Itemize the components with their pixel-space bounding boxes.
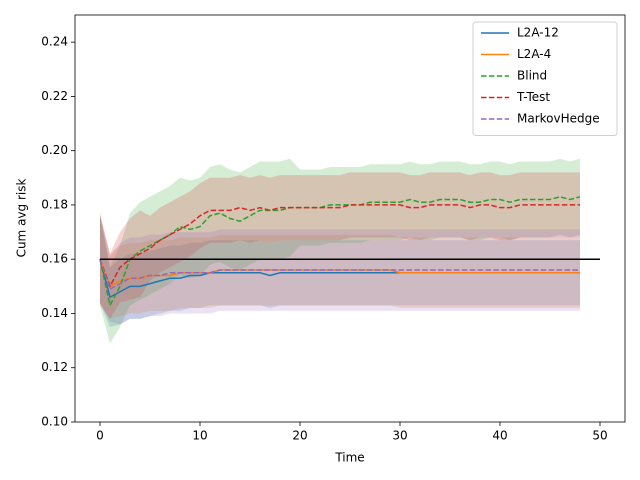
confidence-band [100, 215, 580, 319]
series-line [99, 204, 580, 289]
confidence-band [100, 172, 580, 319]
x-tick-label: 20 [292, 429, 307, 443]
y-tick-label: 0.18 [41, 197, 68, 211]
confidence-band [100, 158, 580, 344]
plot-frame [74, 14, 626, 423]
legend-label: L2A-4 [517, 47, 551, 61]
x-tick-label: 30 [392, 429, 407, 443]
y-axis-label: Cum avg risk [15, 179, 29, 258]
legend-box [472, 21, 618, 136]
y-tick-label: 0.20 [41, 143, 68, 157]
x-axis-label: Time [334, 451, 364, 465]
y-tick-label: 0.16 [41, 252, 68, 266]
y-tick-label: 0.22 [41, 89, 68, 103]
series-line [99, 258, 580, 291]
legend: L2A-12 L2A-4 Blind T-Test MarkovHedge [472, 21, 618, 136]
y-tick-label: 0.24 [41, 35, 68, 49]
confidence-band [100, 215, 580, 328]
x-tick-label: 10 [192, 429, 207, 443]
y-tick-label: 0.10 [41, 415, 68, 429]
x-tick-label: 40 [492, 429, 507, 443]
x-tick-label: 0 [96, 429, 104, 443]
y-tick-label: 0.14 [41, 306, 68, 320]
legend-label: MarkovHedge [517, 112, 600, 126]
legend-label: L2A-12 [517, 26, 559, 40]
y-tick-label: 0.12 [41, 360, 68, 374]
series-line [99, 196, 581, 308]
legend-label: Blind [517, 69, 547, 83]
x-tick-label: 50 [592, 429, 607, 443]
legend-label: T-Test [516, 90, 550, 104]
